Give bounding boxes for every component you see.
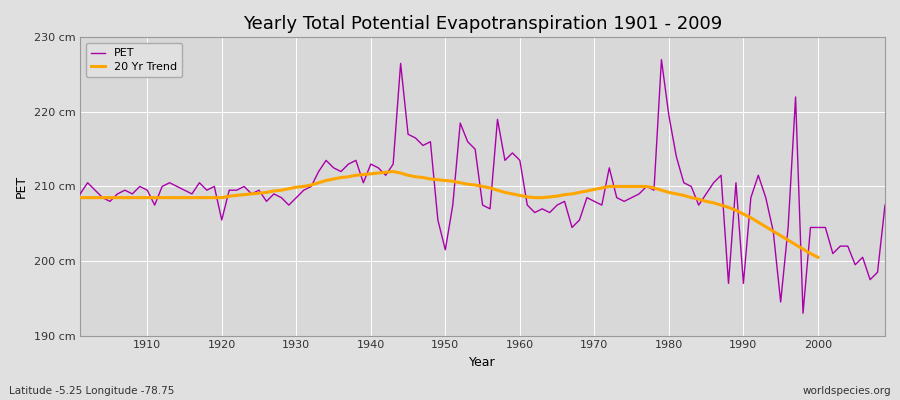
20 Yr Trend — [604, 184, 615, 189]
PET — [879, 203, 890, 208]
Line: PET: PET — [80, 60, 885, 313]
PET — [75, 192, 86, 196]
Legend: PET, 20 Yr Trend: PET, 20 Yr Trend — [86, 43, 182, 77]
PET — [134, 184, 145, 189]
20 Yr Trend — [507, 192, 517, 196]
PET — [343, 162, 354, 166]
PET — [298, 188, 309, 192]
Text: Latitude -5.25 Longitude -78.75: Latitude -5.25 Longitude -78.75 — [9, 386, 175, 396]
PET — [604, 166, 615, 170]
20 Yr Trend — [134, 195, 145, 200]
Y-axis label: PET: PET — [15, 175, 28, 198]
20 Yr Trend — [298, 184, 309, 189]
Text: worldspecies.org: worldspecies.org — [803, 386, 891, 396]
X-axis label: Year: Year — [469, 356, 496, 369]
20 Yr Trend — [515, 193, 526, 198]
Line: 20 Yr Trend: 20 Yr Trend — [80, 172, 818, 257]
PET — [515, 158, 526, 163]
PET — [656, 57, 667, 62]
Title: Yearly Total Potential Evapotranspiration 1901 - 2009: Yearly Total Potential Evapotranspiratio… — [243, 15, 722, 33]
20 Yr Trend — [75, 195, 86, 200]
PET — [507, 150, 517, 155]
PET — [797, 311, 808, 316]
20 Yr Trend — [343, 174, 354, 179]
